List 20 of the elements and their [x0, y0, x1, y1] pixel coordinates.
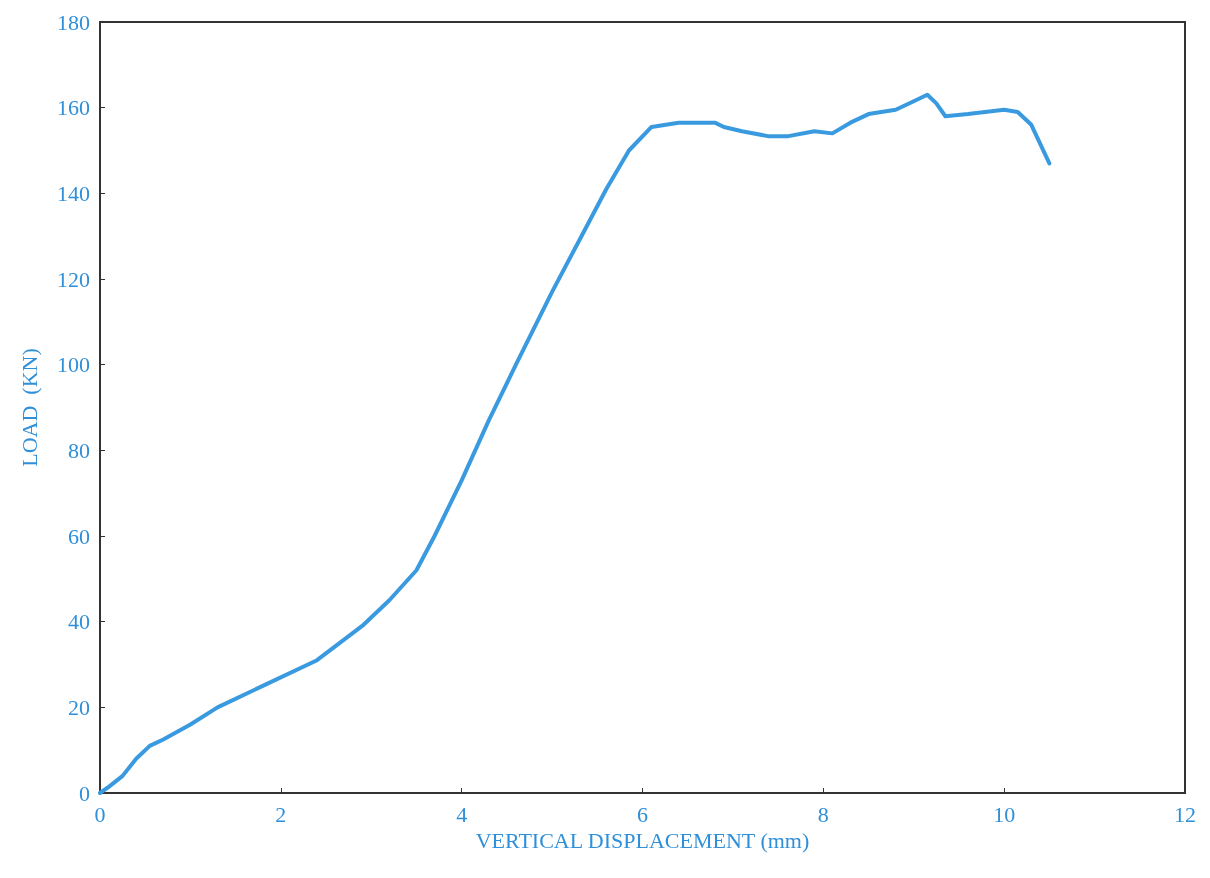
x-axis-title: VERTICAL DISPLACEMENT (mm)	[475, 828, 810, 854]
y-tick-label: 0	[79, 780, 90, 806]
y-tick-label: 180	[57, 9, 90, 35]
y-tick-label: 60	[68, 523, 90, 549]
x-tick-label: 10	[993, 801, 1016, 827]
x-tick-label: 0	[94, 801, 106, 827]
y-tick-label: 40	[68, 609, 90, 635]
x-tick-label: 6	[637, 801, 648, 827]
x-tick-label: 12	[1174, 801, 1196, 827]
line-series	[98, 92, 1052, 795]
x-tick-label: 2	[275, 801, 287, 827]
y-tick-label: 20	[68, 694, 90, 720]
y-tick-label: 80	[68, 437, 90, 463]
x-tick-label: 8	[817, 801, 829, 827]
y-tick-label: 120	[57, 266, 90, 292]
x-tick-label: 4	[456, 801, 468, 827]
y-tick-label: 100	[57, 352, 90, 378]
y-tick-label: 140	[57, 180, 90, 206]
y-tick-label: 160	[57, 95, 90, 121]
y-axis-title: LOAD (KN)	[16, 348, 42, 467]
